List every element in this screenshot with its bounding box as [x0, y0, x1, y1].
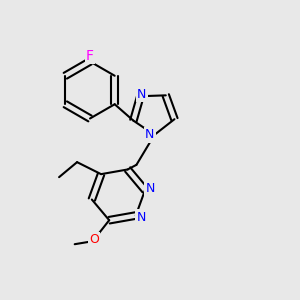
Text: N: N: [146, 182, 155, 195]
Text: N: N: [136, 211, 146, 224]
Text: N: N: [137, 88, 147, 101]
Text: N: N: [145, 128, 154, 141]
Text: O: O: [89, 233, 99, 246]
Text: F: F: [86, 49, 94, 62]
